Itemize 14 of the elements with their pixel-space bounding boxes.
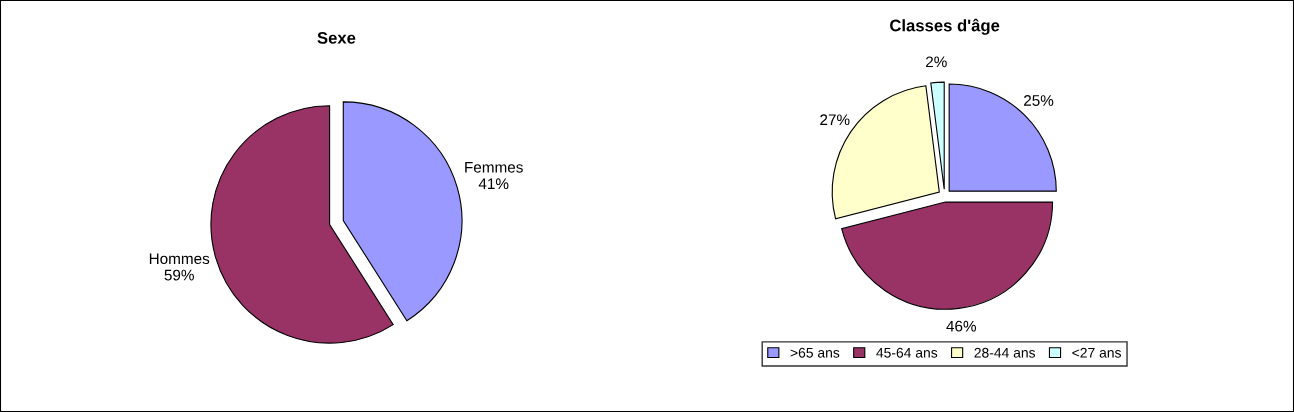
legend-label: >65 ans [790, 347, 840, 358]
chart-title: Sexe [317, 31, 356, 44]
slice-label: Femmes [465, 162, 523, 173]
legend-label: 45-64 ans [876, 347, 938, 358]
data-label: 59% [164, 269, 194, 281]
data-label: 25% [1024, 95, 1054, 106]
chart-title: Classes d'âge [890, 18, 1000, 35]
slice-label: Hommes [149, 253, 210, 265]
data-label: 2% [926, 56, 947, 68]
data-label: 46% [946, 320, 977, 332]
legend-label: <27 ans [1072, 347, 1121, 358]
data-label: 27% [820, 114, 850, 126]
data-label: 41% [478, 178, 509, 190]
legend-label: 28-44 ans [974, 347, 1036, 358]
